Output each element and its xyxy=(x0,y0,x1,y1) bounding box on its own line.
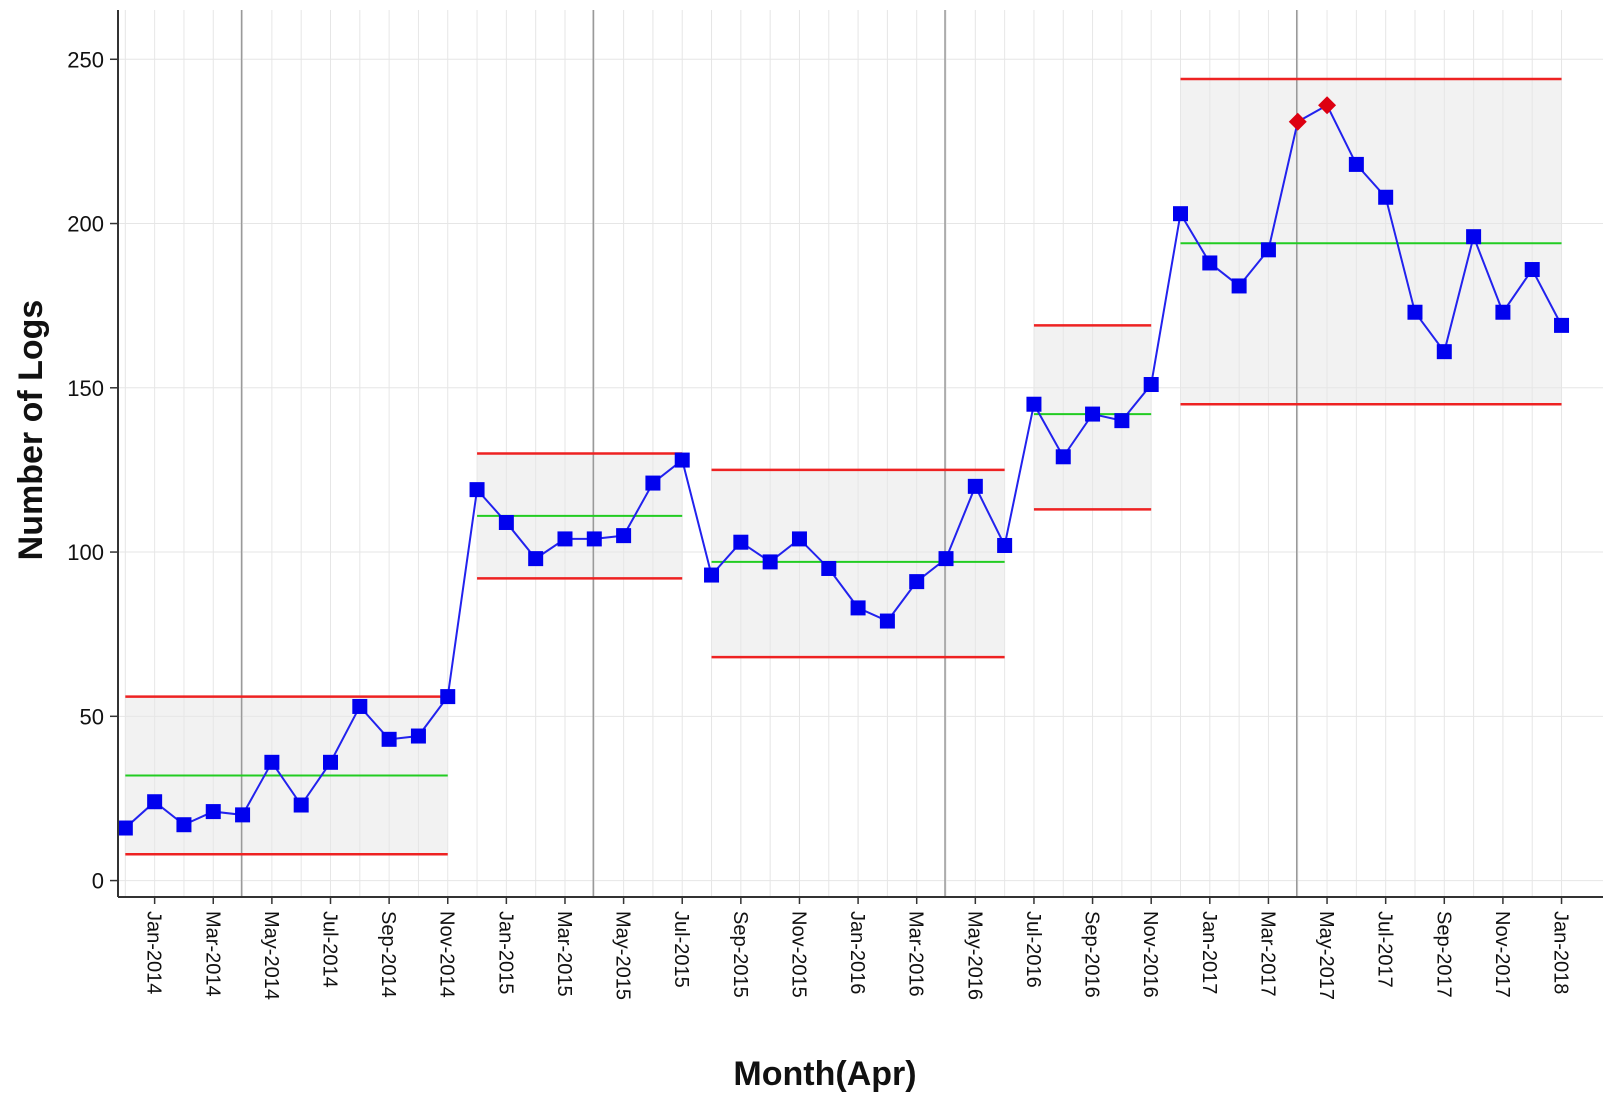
data-point xyxy=(997,537,1013,553)
data-point xyxy=(616,528,632,544)
x-tick-label: Jul-2016 xyxy=(1022,911,1044,988)
data-point xyxy=(264,754,280,770)
data-point xyxy=(352,698,368,714)
data-point xyxy=(645,475,661,491)
data-point xyxy=(850,600,866,616)
data-point xyxy=(176,817,192,833)
data-point xyxy=(557,531,573,547)
data-point xyxy=(1407,304,1423,320)
x-tick-label: Mar-2017 xyxy=(1256,911,1278,997)
data-point xyxy=(967,478,983,494)
x-tick-label: May-2015 xyxy=(612,911,634,1000)
data-point xyxy=(1348,156,1364,172)
data-point xyxy=(528,551,544,567)
x-tick-labels: Jan-2014 Mar-2014 May-2014 Jul-2014 Sep-2014… xyxy=(143,911,1572,1000)
axes xyxy=(110,10,1603,904)
data-point xyxy=(410,728,426,744)
data-point xyxy=(1260,242,1276,258)
data-point xyxy=(1202,255,1218,271)
data-point xyxy=(1524,262,1540,278)
x-tick-label: Nov-2016 xyxy=(1139,911,1161,998)
data-point xyxy=(1231,278,1247,294)
y-tick-label: 0 xyxy=(92,869,104,894)
data-point-out-of-control xyxy=(1288,112,1307,131)
x-tick-label: Jan-2016 xyxy=(846,911,868,994)
data-point xyxy=(1173,206,1188,222)
data-point xyxy=(733,534,749,550)
data-point xyxy=(791,531,807,547)
control-band-5 xyxy=(1180,78,1562,405)
data-point xyxy=(498,514,514,530)
data-point xyxy=(1055,449,1071,465)
y-tick-label: 250 xyxy=(67,47,104,72)
x-tick-label: May-2017 xyxy=(1315,911,1337,1000)
data-point xyxy=(1114,413,1130,429)
data-point xyxy=(381,731,397,747)
x-tick-label: Jan-2017 xyxy=(1198,911,1220,994)
data-series xyxy=(117,96,1570,836)
x-tick-label: May-2014 xyxy=(260,911,282,1000)
data-point xyxy=(1378,189,1394,205)
data-point xyxy=(293,797,309,813)
x-tick-label: Mar-2014 xyxy=(201,911,223,997)
data-point xyxy=(1554,317,1570,333)
data-point xyxy=(147,794,163,810)
data-point xyxy=(821,560,837,576)
x-tick-label: Nov-2014 xyxy=(436,911,458,998)
y-tick-label: 200 xyxy=(67,212,104,237)
x-tick-label: Mar-2015 xyxy=(553,911,575,997)
y-tick-label: 50 xyxy=(80,704,104,729)
data-point xyxy=(938,551,954,567)
y-axis-title: Number of Logs xyxy=(12,300,50,561)
x-tick-label: Jul-2015 xyxy=(670,911,692,988)
x-tick-label: Sep-2014 xyxy=(377,911,399,998)
data-point xyxy=(909,574,925,590)
y-tick-label: 150 xyxy=(67,376,104,401)
x-tick-label: Jan-2015 xyxy=(494,911,516,994)
data-point xyxy=(440,689,456,705)
x-tick-label: Jul-2014 xyxy=(319,911,341,988)
data-point xyxy=(879,613,895,629)
data-point xyxy=(1466,229,1482,245)
x-tick-label: Jan-2014 xyxy=(143,911,165,994)
data-point xyxy=(586,531,602,547)
data-point xyxy=(1143,377,1159,393)
data-point xyxy=(1495,304,1511,320)
data-point xyxy=(117,820,133,836)
x-tick-label: Sep-2017 xyxy=(1432,911,1454,998)
data-point xyxy=(235,807,251,823)
control-limit-bands xyxy=(125,78,1562,855)
x-axis-title: Month(Apr) xyxy=(733,1055,916,1093)
data-point xyxy=(323,754,338,770)
x-tick-label: Nov-2017 xyxy=(1491,911,1513,998)
x-tick-label: Sep-2016 xyxy=(1081,911,1103,998)
data-point xyxy=(1436,344,1452,360)
x-tick-label: Sep-2015 xyxy=(729,911,751,998)
y-tick-label: 100 xyxy=(67,540,104,565)
data-point xyxy=(1026,396,1042,412)
x-tick-label: May-2016 xyxy=(963,911,985,1000)
data-point xyxy=(762,554,778,570)
data-point xyxy=(704,567,720,583)
data-point xyxy=(1085,406,1101,422)
x-tick-label: Mar-2016 xyxy=(905,911,927,997)
x-tick-label: Nov-2015 xyxy=(787,911,809,998)
data-point-out-of-control xyxy=(1318,96,1337,115)
x-tick-label: Jul-2017 xyxy=(1374,911,1396,988)
data-point xyxy=(674,452,690,468)
data-point xyxy=(205,804,221,820)
phase-divider-lines xyxy=(240,10,1298,897)
y-tick-labels: 0 50 100 150 200 250 xyxy=(67,47,104,893)
data-point xyxy=(469,482,485,498)
x-tick-label: Jan-2018 xyxy=(1550,911,1572,994)
